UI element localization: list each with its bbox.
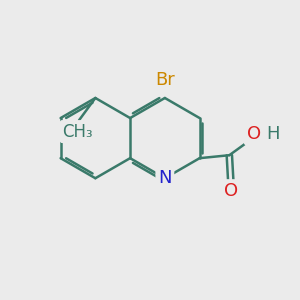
Text: O: O: [224, 182, 238, 200]
Text: H: H: [266, 125, 280, 143]
Text: Br: Br: [155, 70, 175, 88]
Text: N: N: [158, 169, 172, 187]
Text: CH₃: CH₃: [62, 123, 93, 141]
Text: O: O: [247, 125, 261, 143]
